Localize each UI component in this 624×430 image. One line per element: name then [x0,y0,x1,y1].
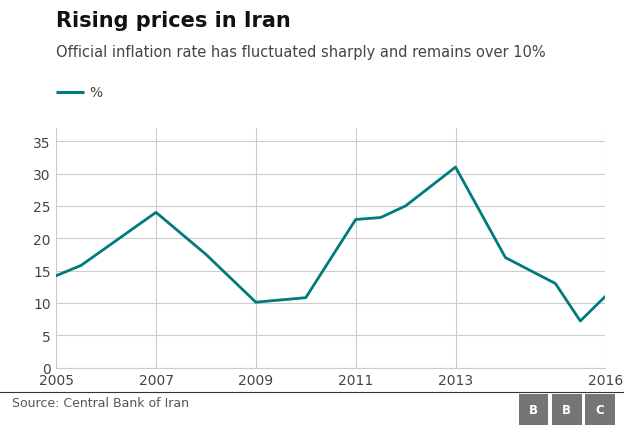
Text: B: B [562,403,571,416]
Text: C: C [595,403,604,416]
Text: %: % [89,86,102,99]
Text: Rising prices in Iran: Rising prices in Iran [56,11,291,31]
Text: B: B [529,403,538,416]
Text: Source: Central Bank of Iran: Source: Central Bank of Iran [12,396,190,409]
Text: Official inflation rate has fluctuated sharply and remains over 10%: Official inflation rate has fluctuated s… [56,45,546,60]
